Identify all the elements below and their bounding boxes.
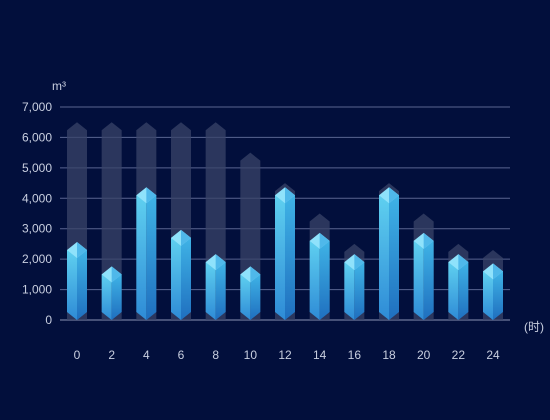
x-tick-label: 0 <box>74 348 81 362</box>
y-axis-unit: m³ <box>52 79 66 93</box>
y-tick-label: 7,000 <box>22 100 52 114</box>
value-bar <box>275 187 295 320</box>
value-bar <box>483 263 503 320</box>
x-tick-label: 14 <box>313 348 327 362</box>
y-axis-ticks: 0 1,000 2,000 3,000 4,000 5,000 6,000 7,000 <box>22 100 52 327</box>
value-bar <box>309 232 330 320</box>
x-tick-label: 16 <box>348 348 362 362</box>
y-tick-label: 1,000 <box>22 283 52 297</box>
value-bar <box>413 232 434 320</box>
y-tick-label: 4,000 <box>22 191 52 205</box>
x-axis-ticks: 0 2 4 6 8 10 12 14 16 18 20 22 24 <box>74 348 500 362</box>
x-axis-unit: (时) <box>524 320 544 334</box>
x-tick-label: 12 <box>278 348 292 362</box>
y-tick-label: 0 <box>45 313 52 327</box>
value-bar <box>101 266 122 320</box>
y-tick-label: 5,000 <box>22 161 52 175</box>
x-tick-label: 2 <box>108 348 115 362</box>
value-bar <box>136 187 157 320</box>
x-tick-label: 8 <box>212 348 219 362</box>
x-tick-label: 22 <box>452 348 466 362</box>
x-tick-label: 24 <box>486 348 500 362</box>
x-tick-label: 20 <box>417 348 431 362</box>
y-tick-label: 2,000 <box>22 252 52 266</box>
value-bar <box>205 254 226 320</box>
value-bar <box>171 229 191 320</box>
x-tick-label: 6 <box>178 348 185 362</box>
y-tick-label: 6,000 <box>22 130 52 144</box>
y-tick-label: 3,000 <box>22 222 52 236</box>
value-bars <box>67 187 503 320</box>
x-tick-label: 18 <box>382 348 396 362</box>
x-tick-label: 10 <box>244 348 258 362</box>
value-bar <box>240 266 261 320</box>
x-tick-label: 4 <box>143 348 150 362</box>
value-bar <box>344 254 365 320</box>
value-bar <box>448 254 469 320</box>
value-bar <box>67 242 87 320</box>
value-bar <box>379 187 399 320</box>
